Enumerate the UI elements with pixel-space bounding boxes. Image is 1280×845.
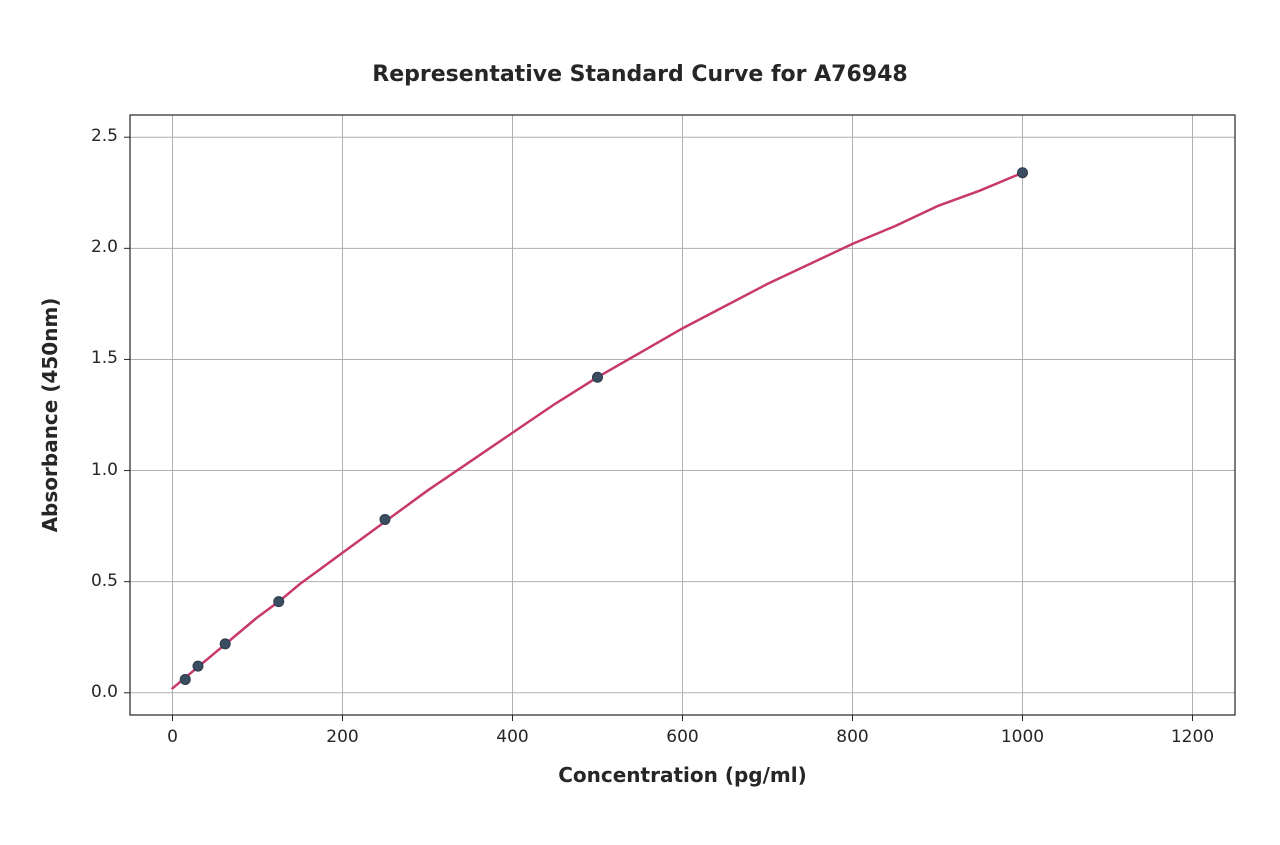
chart-svg <box>0 0 1280 845</box>
y-tick-label: 1.0 <box>91 460 118 480</box>
y-tick-label: 2.0 <box>91 237 118 257</box>
chart-title: Representative Standard Curve for A76948 <box>0 62 1280 87</box>
x-tick-label: 0 <box>143 727 203 747</box>
y-tick-label: 0.5 <box>91 571 118 591</box>
x-tick-label: 1200 <box>1163 727 1223 747</box>
y-axis-label: Absorbance (450nm) <box>38 295 62 535</box>
x-tick-label: 800 <box>823 727 883 747</box>
chart-container: Representative Standard Curve for A76948… <box>0 0 1280 845</box>
y-tick-label: 0.0 <box>91 682 118 702</box>
x-tick-label: 1000 <box>993 727 1053 747</box>
x-tick-label: 200 <box>313 727 373 747</box>
x-tick-label: 400 <box>483 727 543 747</box>
y-tick-label: 1.5 <box>91 348 118 368</box>
x-axis-label: Concentration (pg/ml) <box>130 763 1235 787</box>
y-tick-label: 2.5 <box>91 126 118 146</box>
x-tick-label: 600 <box>653 727 713 747</box>
